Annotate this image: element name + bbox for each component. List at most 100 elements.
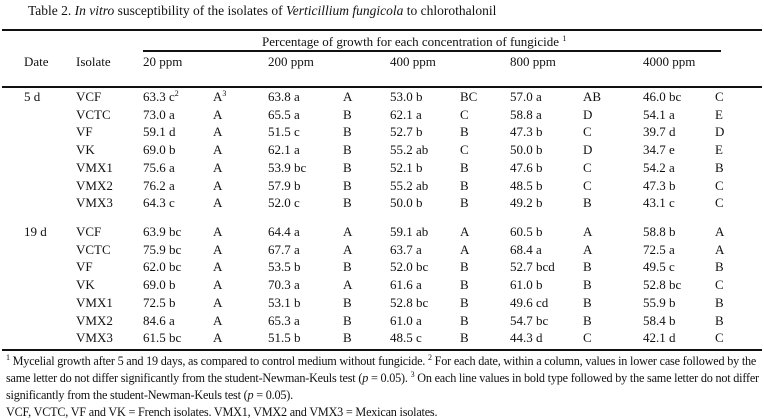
table-row: 19 d VCF 63.9 bc A 64.4 a A 59.1 ab A 60.5 b A 58.… (0, 225, 764, 239)
table-row: VMX1 75.6 a A 53.9 bc B 52.1 b B 47.6 b C 54.2 a B (0, 160, 764, 175)
value-text: 62.1 a (390, 106, 422, 122)
value-text: 47.3 b (643, 177, 676, 193)
value-cell: 52.1 b (390, 160, 423, 175)
value-text: 58.8 b (643, 224, 676, 239)
significance-text: B (343, 142, 352, 158)
value-cell: 75.9 bc (143, 241, 182, 257)
isolate-cell: VMX2 (76, 177, 113, 193)
significance-cell: B (460, 196, 469, 210)
significance-cell: A (213, 160, 222, 175)
significance-text: A (213, 330, 223, 346)
significance-text: C (583, 330, 592, 346)
value-text: 57.9 b (268, 177, 301, 193)
significance-text: B (343, 124, 352, 140)
value-cell: 61.0 b (510, 278, 543, 292)
isolate-cell: VK (76, 277, 95, 293)
significance-cell: A (213, 312, 223, 328)
significance-text: A (213, 277, 223, 293)
value-text: 64.4 a (268, 224, 300, 239)
isolate-cell: VF (76, 259, 93, 275)
value-cell: 60.5 b (510, 225, 543, 239)
significance-text: C (715, 195, 724, 211)
value-cell: 53.0 b (390, 90, 423, 104)
value-text: 51.5 c (268, 124, 300, 140)
significance-text: B (343, 177, 352, 193)
value-cell: 63.3 c2 (143, 90, 179, 104)
header-bottom-rule (2, 86, 762, 88)
value-cell: 55.2 ab (390, 177, 429, 193)
value-text: 63.7 a (390, 241, 422, 257)
significance-cell: A3 (213, 90, 226, 104)
significance-cell: A (213, 196, 222, 210)
value-cell: 61.5 bc (143, 331, 181, 345)
value-cell: 72.5 a (643, 241, 675, 257)
significance-cell: B (343, 196, 352, 210)
significance-cell: C (460, 143, 469, 157)
value-text: 48.5 b (510, 177, 543, 193)
value-text: 52.0 c (268, 195, 300, 211)
value-cell: 64.3 c (143, 196, 175, 210)
value-text: 58.8 a (510, 106, 542, 122)
significance-text: AB (583, 89, 602, 104)
significance-text: A (213, 177, 223, 193)
value-text: 52.7 b (390, 124, 423, 140)
significance-cell: B (715, 260, 724, 274)
significance-text: A (343, 241, 353, 257)
header-isolate: Isolate (76, 54, 111, 69)
value-cell: 46.0 bc (643, 90, 681, 104)
value-text: 49.5 c (643, 259, 675, 275)
significance-text: A (343, 224, 353, 239)
table-row: VCTC 75.9 bc A 67.7 a A 63.7 a A 68.4 a A 72.5 a A (0, 241, 764, 257)
significance-text: B (583, 259, 592, 275)
table-row: VK 69.0 b A 62.1 a B 55.2 ab C 50.0 b D 34.7 e E (0, 143, 764, 157)
value-text: 72.5 a (643, 241, 675, 257)
value-text: 34.7 e (643, 142, 675, 158)
significance-cell: A (343, 241, 353, 257)
value-text: 55.2 ab (390, 177, 429, 193)
value-cell: 76.2 a (143, 178, 175, 193)
significance-cell: C (583, 125, 592, 139)
value-cell: 42.1 d (643, 331, 676, 345)
significance-text: A (343, 277, 353, 293)
value-text: 75.9 bc (143, 241, 182, 257)
value-cell: 43.1 c (643, 196, 675, 210)
value-text: 63.9 bc (143, 224, 182, 239)
value-cell: 54.2 a (643, 160, 675, 175)
significance-text: A (460, 224, 470, 239)
value-cell: 53.5 b (268, 260, 301, 274)
value-text: 49.2 b (510, 195, 543, 211)
header-span: Percentage of growth for each concentrat… (262, 34, 567, 49)
significance-cell: AB (583, 90, 601, 104)
significance-cell: B (343, 260, 352, 274)
value-cell: 75.6 a (143, 160, 175, 175)
value-cell: 52.7 b (390, 125, 423, 139)
significance-cell: A (213, 143, 222, 157)
value-cell: 54.1 a (643, 107, 675, 122)
significance-cell: C (583, 331, 592, 345)
table-row: VMX2 84.6 a A 65.3 a B 61.0 a B 54.7 bc B 58.4 b B (0, 312, 764, 328)
value-cell: 65.3 a (268, 313, 300, 328)
significance-cell: A (460, 225, 469, 239)
table-row: VF 59.1 d A 51.5 c B 52.7 b B 47.3 b C 39.7 d D (0, 125, 764, 139)
significance-text: B (343, 195, 352, 211)
significance-text: B (460, 177, 469, 193)
significance-cell: B (583, 260, 592, 274)
value-text: 69.0 b (143, 277, 176, 293)
table-row: VMX3 64.3 c A 52.0 c B 50.0 b B 49.2 b B 43.1 c C (0, 196, 764, 210)
value-text: 53.5 b (268, 259, 301, 275)
significance-cell: A (213, 107, 222, 122)
significance-cell: A (213, 125, 222, 139)
value-text: 58.4 b (643, 312, 676, 328)
footnote-isolates: VCF, VCTC, VF and VK = French isolates. … (6, 405, 438, 419)
footnote-ref: 3 (222, 89, 227, 98)
value-cell: 64.4 a (268, 225, 300, 239)
value-cell: 62.0 bc (143, 260, 181, 274)
value-text: 53.0 b (390, 89, 423, 104)
value-cell: 58.8 a (510, 106, 542, 122)
isolate-cell: VCTC (76, 106, 111, 122)
significance-cell: B (460, 177, 469, 193)
value-text: 84.6 a (143, 312, 175, 328)
significance-text: A (213, 312, 223, 328)
significance-cell: A (213, 278, 222, 292)
value-text: 49.6 cd (510, 294, 549, 310)
